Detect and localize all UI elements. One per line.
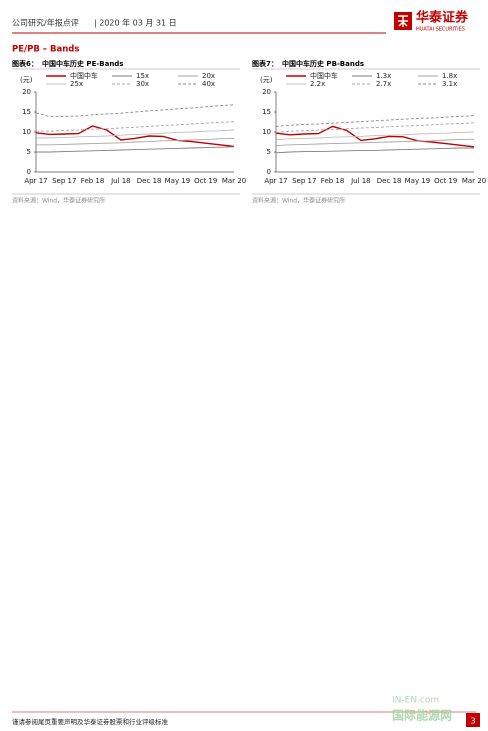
chart-label: 图表6： bbox=[12, 59, 38, 68]
logo-mark bbox=[398, 15, 408, 27]
series-line bbox=[275, 131, 475, 141]
series-line bbox=[275, 115, 475, 127]
chart-source: 资料来源：Wind，华泰证券研究所 bbox=[252, 197, 345, 205]
header-date: | 2020 年 03 月 31 日 bbox=[94, 18, 177, 28]
header-category: 公司研究/年报点评 bbox=[12, 18, 79, 28]
x-tick-label: Jul 18 bbox=[110, 177, 131, 185]
y-tick-label: 10 bbox=[22, 128, 31, 136]
footer-note: 谨请参阅尾页重要声明及华泰证券股票和行业评级标准 bbox=[12, 717, 169, 726]
series-line bbox=[36, 129, 235, 139]
x-tick-label: Feb 18 bbox=[321, 177, 345, 185]
legend-label: 2.2x bbox=[310, 80, 325, 88]
legend-label: 30x bbox=[136, 80, 149, 88]
legend-label: 1.3x bbox=[376, 72, 391, 80]
x-tick-label: Apr 17 bbox=[24, 177, 47, 185]
series-line bbox=[35, 125, 235, 148]
x-tick-label: Oct 19 bbox=[434, 177, 457, 185]
y-tick-label: 20 bbox=[22, 88, 31, 96]
y-axis-label: (元) bbox=[20, 76, 33, 84]
legend-label: 2.7x bbox=[376, 80, 391, 88]
y-tick-label: 5 bbox=[27, 148, 31, 156]
x-tick-label: Apr 17 bbox=[264, 177, 287, 185]
series-line bbox=[275, 138, 475, 147]
x-tick-label: May 19 bbox=[405, 177, 431, 185]
chart-title: 中国中车历史 PB-Bands bbox=[282, 59, 364, 68]
series-line bbox=[36, 121, 235, 132]
page-number: 3 bbox=[470, 717, 475, 726]
logo-text: 华泰证券 bbox=[416, 10, 469, 26]
legend-label: 中国中车 bbox=[310, 71, 338, 80]
legend-label: 3.1x bbox=[442, 80, 457, 88]
x-tick-label: Mar 20 bbox=[222, 177, 246, 185]
chart-title: 中国中车历史 PE-Bands bbox=[42, 59, 123, 68]
y-tick-label: 5 bbox=[267, 148, 271, 156]
y-tick-label: 0 bbox=[27, 168, 31, 176]
watermark-cn: 国际能源网 bbox=[392, 708, 452, 723]
x-tick-label: Dec 18 bbox=[377, 177, 402, 185]
x-tick-label: Feb 18 bbox=[81, 177, 105, 185]
x-tick-label: Oct 19 bbox=[194, 177, 217, 185]
section-title: PE/PB – Bands bbox=[12, 45, 79, 55]
x-tick-label: May 19 bbox=[165, 177, 191, 185]
watermark-en: IN-EN.com bbox=[392, 696, 439, 706]
legend-label: 1.8x bbox=[442, 72, 457, 80]
logo-subtext: HUATAI SECURITIES bbox=[416, 27, 465, 33]
series-line bbox=[275, 147, 474, 154]
y-tick-label: 20 bbox=[262, 88, 271, 96]
page-number-box bbox=[466, 713, 480, 727]
x-tick-label: Sep 17 bbox=[292, 177, 316, 185]
legend-label: 40x bbox=[202, 80, 215, 88]
chart-source: 资料来源：Wind，华泰证券研究所 bbox=[12, 197, 105, 205]
series-line bbox=[275, 122, 475, 133]
series-line bbox=[275, 125, 475, 148]
series-line bbox=[36, 137, 235, 146]
chart-label: 图表7： bbox=[252, 59, 278, 68]
x-tick-label: Sep 17 bbox=[52, 177, 76, 185]
legend-label: 20x bbox=[202, 72, 215, 80]
y-axis-label: (元) bbox=[260, 76, 273, 84]
legend-label: 25x bbox=[70, 80, 83, 88]
y-tick-label: 15 bbox=[22, 108, 31, 116]
y-tick-label: 15 bbox=[262, 108, 271, 116]
x-tick-label: Jul 18 bbox=[350, 177, 371, 185]
legend-label: 中国中车 bbox=[70, 71, 98, 80]
legend-label: 15x bbox=[136, 72, 149, 80]
y-tick-label: 0 bbox=[267, 168, 271, 176]
x-tick-label: Mar 20 bbox=[462, 177, 486, 185]
series-line bbox=[36, 146, 235, 153]
x-tick-label: Dec 18 bbox=[137, 177, 162, 185]
y-tick-label: 10 bbox=[262, 128, 271, 136]
series-line bbox=[35, 104, 235, 118]
